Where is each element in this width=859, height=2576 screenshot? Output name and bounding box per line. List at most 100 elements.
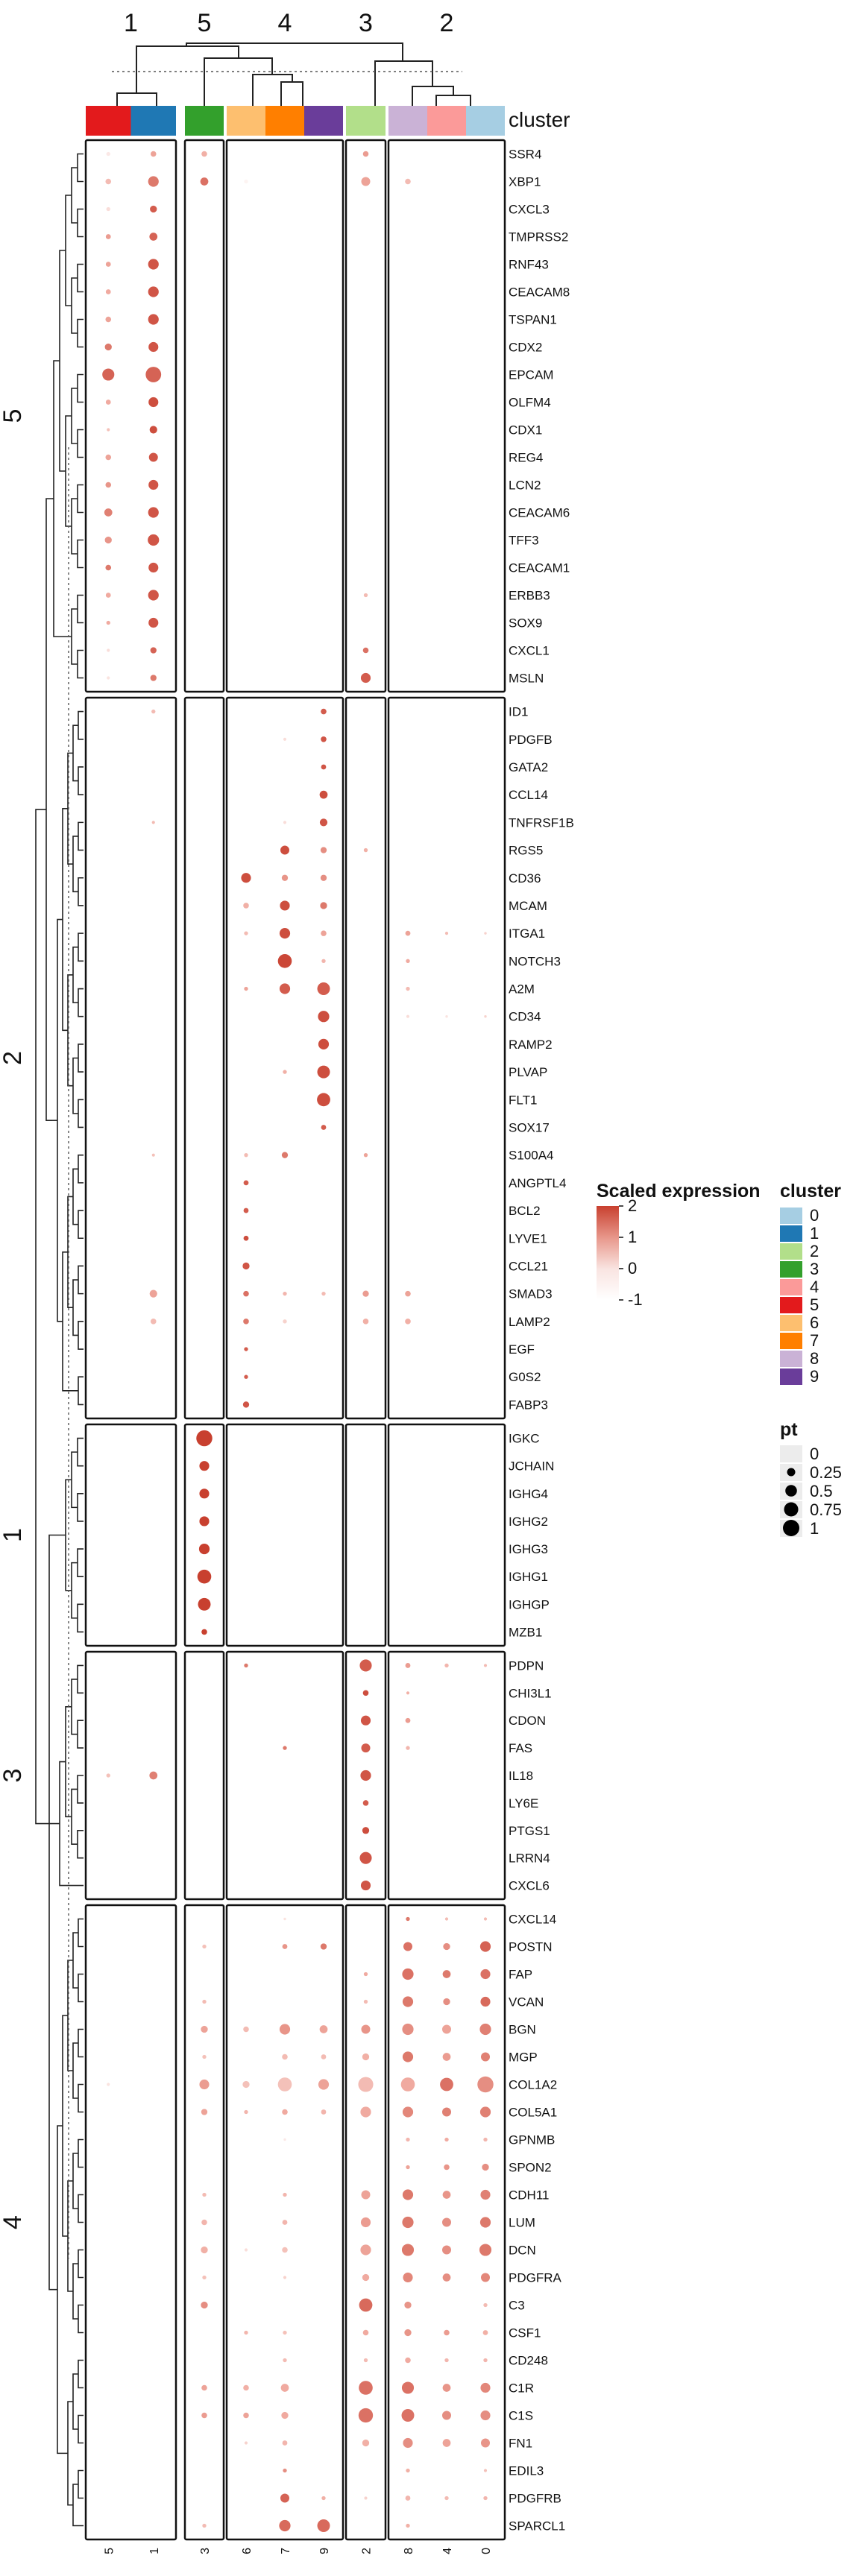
expression-dot (443, 1942, 450, 1951)
expression-dot (148, 534, 160, 546)
gene-label: JCHAIN (509, 1459, 554, 1474)
cluster-bar-cell (185, 106, 224, 136)
expression-dot (199, 1489, 210, 1499)
expression-dot (318, 1038, 330, 1050)
expression-dot (201, 2109, 208, 2115)
column-label: 6 (241, 2548, 254, 2554)
column-label: 8 (403, 2548, 415, 2554)
expression-dot (202, 1999, 207, 2004)
expression-dot (480, 1969, 491, 1980)
cluster-legend-label: 9 (810, 1367, 819, 1386)
expression-dot (362, 1690, 369, 1696)
gene-label: SOX17 (509, 1120, 550, 1134)
cluster-legend-label: 2 (810, 1242, 819, 1260)
size-legend: pt 00.250.50.751 (780, 1419, 842, 1538)
dendrogram-branch (71, 498, 78, 555)
expression-dot (483, 2358, 488, 2363)
heatmap-panel (387, 1423, 506, 1647)
expression-dot (321, 2496, 326, 2501)
expression-dot (201, 2301, 208, 2309)
expression-dot (319, 2025, 328, 2033)
expression-dot (150, 205, 157, 213)
dendrogram-branch (77, 1664, 84, 1694)
size-legend-label: 1 (810, 1519, 819, 1538)
expression-dot (481, 2052, 490, 2062)
dendrogram-branch (77, 1829, 84, 1859)
expression-dot (280, 845, 289, 855)
expression-dot (243, 1319, 249, 1325)
heatmap-panel (225, 1904, 344, 2541)
dendrogram-branch (77, 208, 84, 238)
expression-dot (105, 289, 111, 294)
dendrogram-branch (78, 2249, 84, 2279)
expression-dot (362, 1827, 370, 1834)
gene-label: COL1A2 (509, 2078, 557, 2092)
gene-label: SMAD3 (509, 1287, 553, 1301)
gene-label: VCAN (509, 1995, 544, 2010)
expression-dot (402, 2023, 414, 2036)
size-legend-items: 00.250.50.751 (780, 1445, 842, 1538)
expression-dot (244, 1152, 248, 1158)
dendrogram-branch (78, 1265, 84, 1295)
expression-dot (104, 343, 112, 351)
size-legend-dot (785, 1485, 797, 1497)
expression-dot (444, 2137, 449, 2142)
expression-dot (149, 1771, 158, 1780)
expression-dot (244, 2330, 248, 2335)
gene-label: IGHG4 (509, 1487, 548, 1501)
expression-dot (321, 1125, 327, 1130)
dendrogram-branch (72, 724, 78, 782)
expression-dot (442, 2107, 451, 2117)
dendrogram-branch (77, 484, 84, 514)
row-group-label: 3 (0, 1769, 27, 1783)
dendrogram-branch (77, 539, 84, 569)
gene-label: LYVE1 (509, 1231, 547, 1246)
expression-dot (148, 259, 159, 270)
dendrogram-branch (77, 1493, 84, 1522)
expression-dot (321, 736, 327, 742)
dendrogram-branch (78, 1376, 84, 1406)
size-legend-label: 0.25 (810, 1463, 842, 1482)
gene-label: IGHG2 (509, 1515, 548, 1529)
expression-dot (482, 2163, 489, 2171)
expression-dot (283, 2192, 287, 2197)
expression-dot (243, 1290, 249, 1297)
expression-dot (360, 2244, 371, 2255)
expression-dot (440, 2077, 453, 2092)
heatmap-panel (84, 696, 177, 1420)
expression-dot (363, 593, 368, 598)
expression-dot (243, 1235, 249, 1241)
dendrogram-branch (77, 594, 84, 624)
expression-dot (480, 2410, 491, 2421)
expression-dot (148, 479, 159, 490)
expression-dot (199, 1516, 210, 1527)
dendrogram-branch (280, 81, 303, 106)
dendrogram-branch (77, 1548, 84, 1577)
expression-dot (243, 2412, 249, 2419)
expression-dot (406, 2468, 410, 2473)
expression-dot (150, 675, 157, 681)
expression-dot (283, 1319, 287, 1324)
expression-dot (148, 617, 159, 628)
expression-dot (283, 1746, 287, 1750)
gene-label: TSPAN1 (509, 313, 557, 327)
gene-label: NOTCH3 (509, 954, 561, 968)
expression-dot (480, 1996, 491, 2007)
expression-dot (363, 1972, 368, 1977)
cluster-bar-cell (86, 106, 131, 136)
expression-dot (406, 1746, 410, 1750)
expression-dot (243, 2384, 249, 2391)
expression-dot (363, 2358, 368, 2363)
dendrogram-branch (78, 2028, 84, 2058)
expression-dot (243, 1208, 249, 1213)
expression-dot (444, 2329, 450, 2336)
expression-dot (406, 959, 410, 964)
dendrogram-branch (78, 877, 84, 906)
dendrogram-branch (136, 45, 239, 93)
expression-dot (444, 2358, 449, 2363)
expression-dot (102, 368, 115, 381)
expression-dot (105, 564, 112, 571)
cluster-bar-label: cluster (509, 108, 570, 131)
cluster-legend-swatch (780, 1333, 802, 1349)
